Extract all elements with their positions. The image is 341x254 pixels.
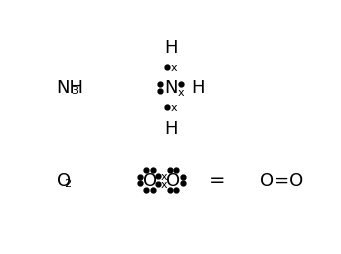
Text: N: N [164, 79, 177, 97]
Text: x: x [171, 62, 178, 72]
Text: H: H [191, 79, 205, 97]
Text: O: O [143, 171, 157, 189]
Text: H: H [164, 38, 177, 56]
Text: 3: 3 [71, 86, 78, 96]
Text: x: x [171, 103, 178, 113]
Text: x: x [178, 88, 185, 98]
Text: O=O: O=O [260, 171, 303, 189]
Text: =: = [209, 171, 225, 189]
Text: O: O [57, 171, 71, 189]
Text: H: H [164, 120, 177, 138]
Text: 2: 2 [64, 178, 72, 188]
Text: O: O [166, 171, 180, 189]
Text: x: x [161, 171, 168, 181]
Text: NH: NH [57, 79, 84, 97]
Text: x: x [161, 179, 168, 189]
